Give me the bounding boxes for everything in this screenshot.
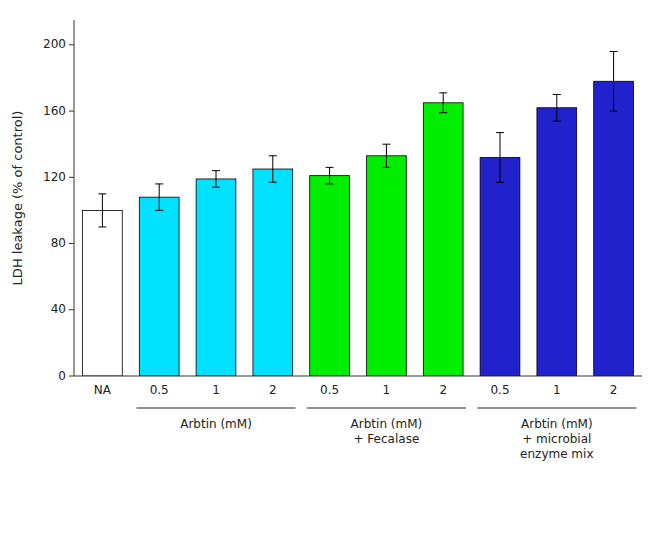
bar <box>367 156 407 376</box>
error-bar <box>496 133 504 183</box>
error-bar <box>326 167 334 184</box>
error-cap <box>269 182 277 183</box>
x-axis-line <box>74 376 642 377</box>
error-bar <box>439 93 447 113</box>
error-cap <box>326 183 334 184</box>
x-tick-label: NA <box>94 383 112 397</box>
error-cap <box>496 132 504 133</box>
group-label-line: enzyme mix <box>520 447 593 461</box>
x-tick-label: 2 <box>439 383 447 397</box>
error-cap <box>98 193 106 194</box>
error-bar <box>212 171 220 188</box>
error-cap <box>155 183 163 184</box>
group-bracket <box>136 407 295 408</box>
group-bracket <box>477 407 636 408</box>
x-tick-label: 0.5 <box>490 383 509 397</box>
group-label: Arbtin (mM)+ microbialenzyme mix <box>520 417 593 461</box>
x-tick-label: 0.5 <box>150 383 169 397</box>
error-cap <box>382 167 390 168</box>
error-cap <box>496 182 504 183</box>
error-stem <box>443 93 444 113</box>
x-tick-label: 0.5 <box>320 383 339 397</box>
y-tick <box>69 309 74 310</box>
y-axis-line <box>74 20 75 376</box>
bar <box>537 108 577 376</box>
error-cap <box>439 112 447 113</box>
error-cap <box>269 155 277 156</box>
error-stem <box>500 133 501 183</box>
chart: 0 40 80 120 160 200 NA 0.5 1 2 0.5 1 2 0.5 1 2 LDH leaka… <box>0 0 662 536</box>
y-tick-label: 120 <box>43 170 66 184</box>
y-tick-label: 200 <box>43 37 66 51</box>
error-bar <box>269 156 277 182</box>
error-bar <box>382 144 390 167</box>
error-cap <box>98 226 106 227</box>
error-cap <box>610 51 618 52</box>
error-stem <box>159 184 160 210</box>
group-bracket <box>307 407 466 408</box>
error-cap <box>212 187 220 188</box>
bar <box>310 176 350 376</box>
bar <box>196 179 236 376</box>
error-stem <box>272 156 273 182</box>
y-tick <box>69 243 74 244</box>
error-stem <box>102 194 103 227</box>
y-tick <box>69 177 74 178</box>
error-stem <box>386 144 387 167</box>
group-label: Arbtin (mM) <box>180 417 252 431</box>
bar <box>253 169 293 376</box>
error-cap <box>553 94 561 95</box>
error-cap <box>553 121 561 122</box>
bar <box>139 197 179 376</box>
error-stem <box>556 95 557 121</box>
group-label-line: + Fecalase <box>354 432 420 446</box>
error-bar <box>553 95 561 121</box>
error-cap <box>439 92 447 93</box>
group-label: Arbtin (mM)+ Fecalase <box>351 417 423 446</box>
error-bar <box>610 51 618 111</box>
group-label-line: Arbtin (mM) <box>521 417 593 431</box>
group-label-line: Arbtin (mM) <box>180 417 252 431</box>
y-tick-label: 40 <box>51 302 66 316</box>
x-tick-label: 1 <box>212 383 220 397</box>
error-cap <box>155 210 163 211</box>
error-stem <box>613 51 614 111</box>
group-label-line: + microbial <box>522 432 591 446</box>
bar <box>423 103 463 376</box>
y-axis-label: LDH leakage (% of control) <box>10 111 25 286</box>
y-tick <box>69 111 74 112</box>
error-cap <box>212 170 220 171</box>
x-tick-label: 2 <box>269 383 277 397</box>
y-tick-label: 0 <box>58 369 66 383</box>
error-stem <box>216 171 217 188</box>
y-tick <box>69 376 74 377</box>
y-tick <box>69 44 74 45</box>
error-stem <box>329 167 330 184</box>
y-tick-label: 160 <box>43 104 66 118</box>
error-cap <box>326 167 334 168</box>
x-tick-label: 1 <box>383 383 391 397</box>
bar <box>83 210 123 376</box>
group-label-line: Arbtin (mM) <box>351 417 423 431</box>
y-tick-label: 80 <box>51 236 66 250</box>
bars <box>83 51 634 376</box>
x-tick-label: 2 <box>610 383 618 397</box>
error-bar <box>98 194 106 227</box>
bar <box>480 157 520 376</box>
error-bar <box>155 184 163 210</box>
error-cap <box>382 144 390 145</box>
x-tick-label: 1 <box>553 383 561 397</box>
bar <box>594 81 634 376</box>
error-cap <box>610 111 618 112</box>
